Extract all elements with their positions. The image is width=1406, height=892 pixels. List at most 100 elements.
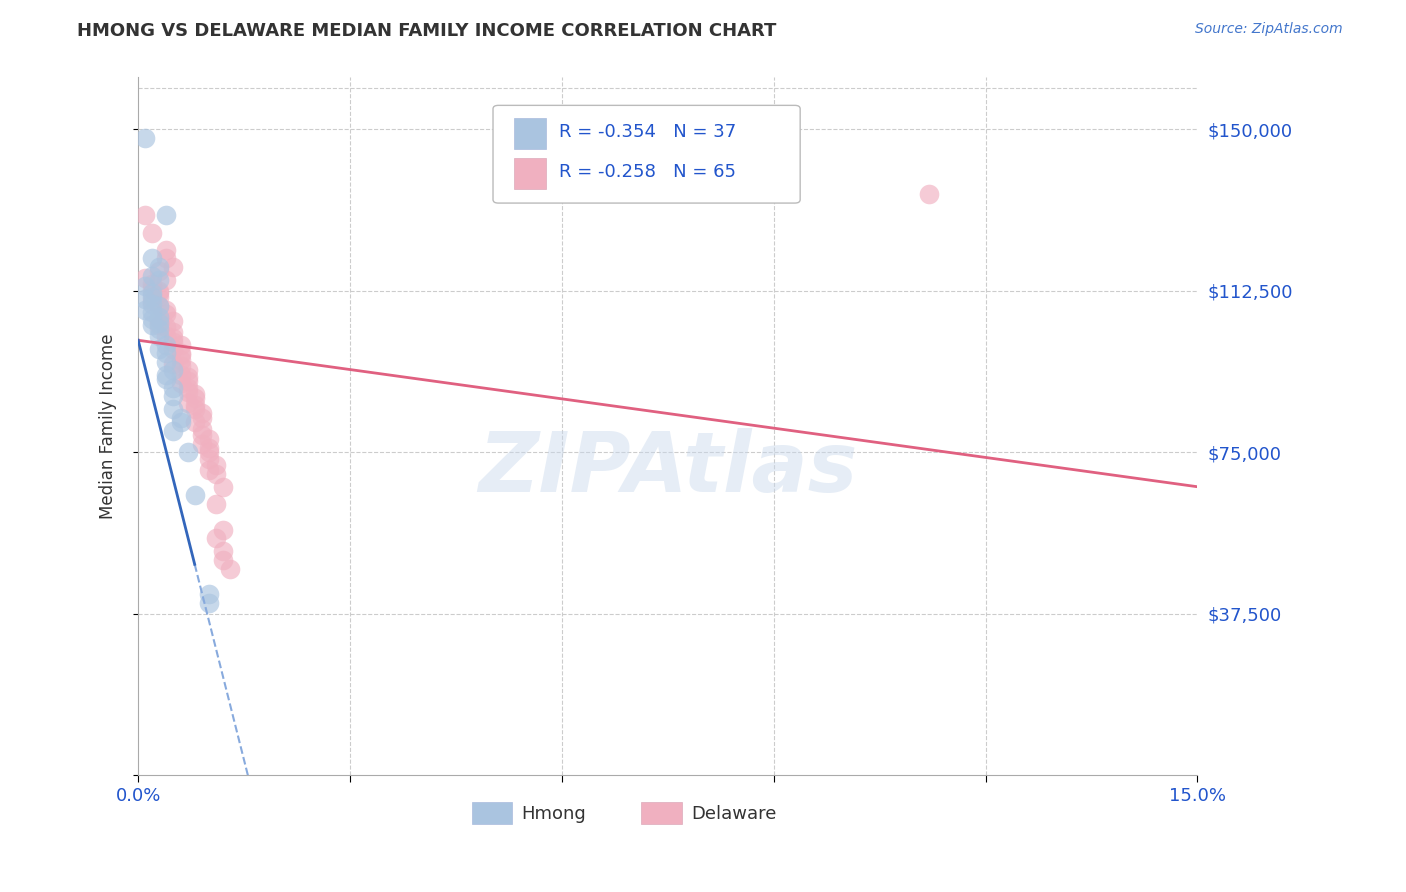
- Point: [162, 260, 184, 274]
- Point: [155, 243, 177, 257]
- Point: [162, 363, 184, 377]
- Point: [205, 458, 228, 473]
- Point: [169, 410, 191, 425]
- Point: [212, 553, 235, 567]
- Point: [155, 273, 177, 287]
- Point: [176, 395, 198, 409]
- Point: [183, 415, 205, 429]
- Point: [162, 381, 184, 395]
- Point: [155, 355, 177, 369]
- Point: [183, 392, 205, 406]
- Point: [141, 305, 163, 319]
- Point: [148, 273, 170, 287]
- Point: [141, 281, 163, 295]
- Text: R = -0.354   N = 37: R = -0.354 N = 37: [558, 123, 735, 141]
- Point: [141, 294, 163, 309]
- Point: [141, 285, 163, 300]
- Point: [141, 252, 163, 266]
- Text: HMONG VS DELAWARE MEDIAN FAMILY INCOME CORRELATION CHART: HMONG VS DELAWARE MEDIAN FAMILY INCOME C…: [77, 22, 776, 40]
- Point: [169, 368, 191, 382]
- Point: [141, 268, 163, 283]
- Point: [198, 445, 221, 459]
- Point: [155, 208, 177, 222]
- Point: [169, 337, 191, 351]
- Point: [134, 270, 156, 285]
- Point: [148, 322, 170, 336]
- Point: [162, 314, 184, 328]
- Point: [162, 325, 184, 339]
- Point: [169, 348, 191, 362]
- Point: [155, 368, 177, 382]
- Point: [141, 318, 163, 333]
- Bar: [515, 118, 546, 149]
- Point: [155, 346, 177, 360]
- Text: Delaware: Delaware: [692, 805, 776, 822]
- Bar: [472, 802, 512, 824]
- Text: Source: ZipAtlas.com: Source: ZipAtlas.com: [1195, 22, 1343, 37]
- Point: [155, 320, 177, 334]
- Point: [190, 428, 212, 442]
- Text: R = -0.258   N = 65: R = -0.258 N = 65: [558, 162, 735, 181]
- Point: [176, 370, 198, 384]
- Point: [169, 346, 191, 360]
- Point: [169, 359, 191, 373]
- Point: [155, 303, 177, 318]
- Point: [134, 208, 156, 222]
- Point: [212, 523, 235, 537]
- Point: [148, 318, 170, 333]
- Point: [155, 307, 177, 321]
- Point: [176, 445, 198, 459]
- Point: [212, 544, 235, 558]
- Point: [205, 532, 228, 546]
- Bar: [515, 158, 546, 189]
- Point: [198, 433, 221, 447]
- Point: [134, 279, 156, 293]
- Point: [183, 488, 205, 502]
- Point: [148, 311, 170, 326]
- Y-axis label: Median Family Income: Median Family Income: [100, 334, 117, 519]
- Point: [141, 311, 163, 326]
- Point: [148, 342, 170, 356]
- Point: [183, 387, 205, 401]
- Point: [162, 335, 184, 350]
- Point: [183, 402, 205, 417]
- Point: [162, 389, 184, 403]
- Point: [219, 561, 242, 575]
- Point: [162, 402, 184, 417]
- Point: [141, 277, 163, 292]
- Point: [148, 299, 170, 313]
- Point: [169, 376, 191, 391]
- Point: [155, 337, 177, 351]
- Point: [134, 303, 156, 318]
- Point: [148, 310, 170, 324]
- Point: [162, 342, 184, 356]
- Point: [169, 415, 191, 429]
- Point: [155, 252, 177, 266]
- Point: [190, 421, 212, 435]
- Point: [198, 462, 221, 476]
- Point: [176, 381, 198, 395]
- Point: [148, 285, 170, 300]
- Point: [148, 299, 170, 313]
- Point: [162, 331, 184, 345]
- Point: [141, 290, 163, 304]
- Point: [205, 497, 228, 511]
- Point: [162, 424, 184, 438]
- Point: [176, 384, 198, 399]
- Point: [155, 372, 177, 386]
- Point: [183, 398, 205, 412]
- Point: [198, 596, 221, 610]
- Point: [205, 467, 228, 481]
- Point: [212, 480, 235, 494]
- Text: Hmong: Hmong: [522, 805, 586, 822]
- Point: [134, 130, 156, 145]
- Point: [141, 226, 163, 240]
- Point: [198, 441, 221, 455]
- FancyBboxPatch shape: [494, 105, 800, 203]
- Point: [190, 436, 212, 450]
- Point: [176, 363, 198, 377]
- Point: [190, 410, 212, 425]
- Point: [134, 293, 156, 307]
- Point: [190, 407, 212, 421]
- Point: [162, 357, 184, 371]
